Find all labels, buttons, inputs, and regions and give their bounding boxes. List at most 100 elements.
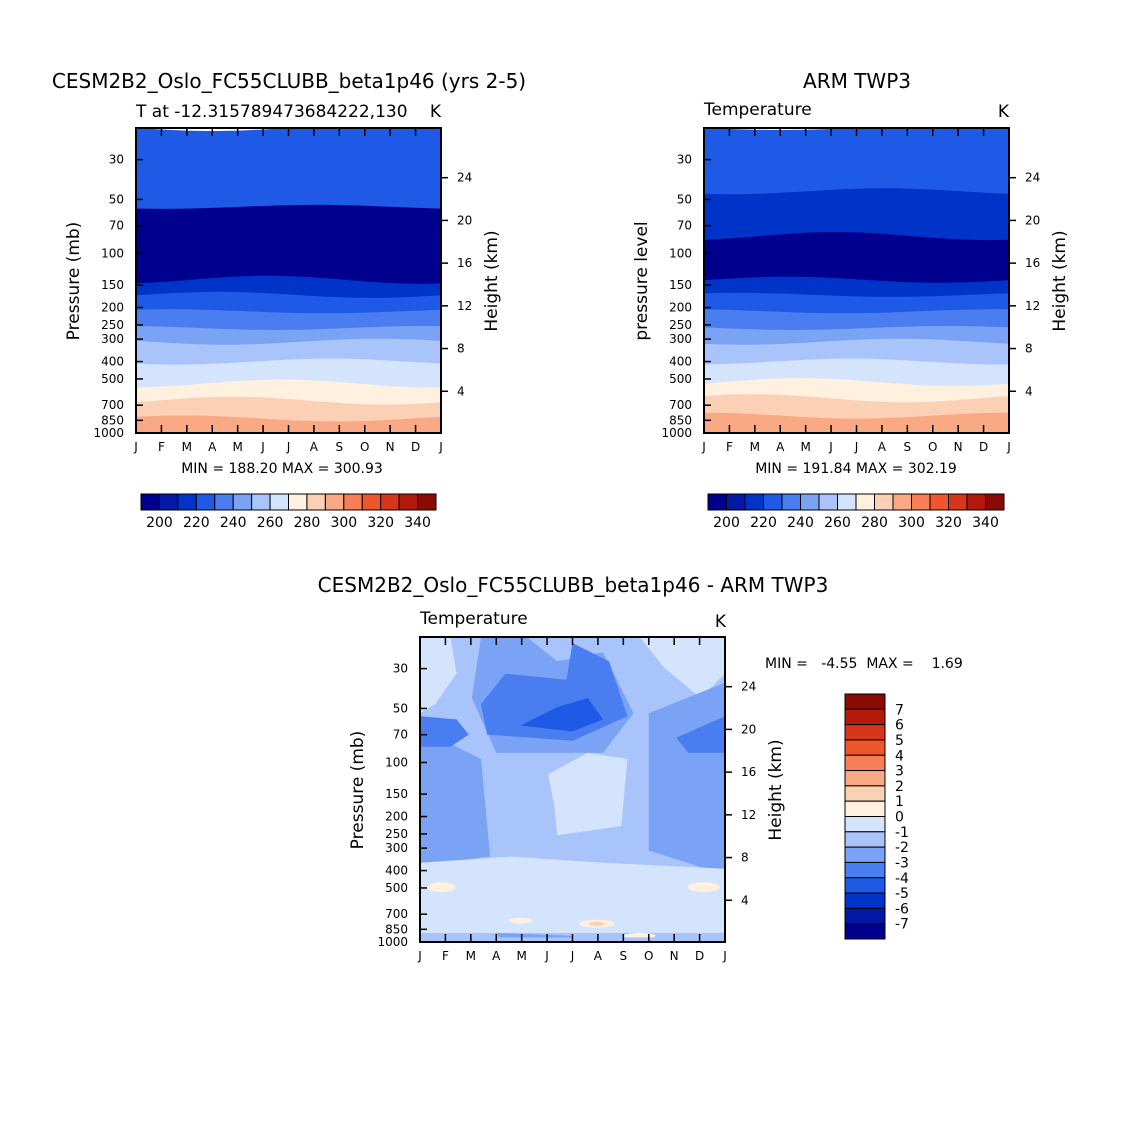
model-colorbar-label: 300 <box>330 515 357 531</box>
model-subtitle-left: T at -12.315789473684222,130 <box>135 102 408 122</box>
diff-contour-region <box>508 917 533 924</box>
obs-colorbar-label: 280 <box>861 515 888 531</box>
obs-colorbar-cell <box>800 493 820 511</box>
model-colorbar-label: 260 <box>257 515 284 531</box>
model-colorbar-cell <box>380 493 400 511</box>
obs-title: ARM TWP3 <box>803 69 911 93</box>
diff-ytick-label: 50 <box>393 701 408 715</box>
model-colorbar-label: 200 <box>146 515 173 531</box>
model-colorbar-cell <box>177 493 197 511</box>
diff-ylabel-right: Height (km) <box>766 739 786 840</box>
model-colorbar-cell <box>306 493 326 511</box>
diff-ytick-label: 150 <box>385 787 408 801</box>
obs-xtick-label: O <box>928 440 937 454</box>
diff-panel: CESM2B2_Oslo_FC55CLUBB_beta1p46 - ARM TW… <box>318 573 963 963</box>
diff-xtick-label: J <box>417 949 422 963</box>
model-ytick-right-label: 12 <box>457 299 472 313</box>
model-colorbar-label: 320 <box>367 515 394 531</box>
model-colorbar-cell <box>140 493 160 511</box>
model-ytick-label: 850 <box>101 413 124 427</box>
diff-contour-region <box>420 716 469 747</box>
model-colorbar-cell <box>343 493 363 511</box>
model-colorbar-cell <box>398 493 419 511</box>
diff-subtitle-right: K <box>715 612 727 632</box>
model-ytick-label: 300 <box>101 332 124 346</box>
diff-ytick-label: 200 <box>385 810 408 824</box>
model-ytick-label: 1000 <box>93 426 124 440</box>
diff-xtick-label: J <box>544 949 549 963</box>
model-colorbar-cell <box>324 493 345 511</box>
obs-xtick-label: F <box>726 440 733 454</box>
obs-colorbar-cell <box>763 493 783 511</box>
diff-colorbar-label: -4 <box>895 871 909 887</box>
obs-colorbar-label: 300 <box>898 515 925 531</box>
model-colorbar-cell <box>158 493 179 511</box>
model-xtick-label: F <box>158 440 165 454</box>
diff-ytick-label: 100 <box>385 755 408 769</box>
diff-colorbar-label: -1 <box>895 825 909 841</box>
obs-colorbar-cell <box>726 493 746 511</box>
diff-colorbar-label: 7 <box>895 702 904 718</box>
diff-contour-fill <box>420 637 725 942</box>
obs-colorbar-cell <box>707 493 727 511</box>
model-ytick-label: 30 <box>109 153 124 167</box>
model-ytick-label: 70 <box>109 219 124 233</box>
diff-colorbar-cell <box>844 724 886 741</box>
obs-xtick-label: J <box>1006 440 1011 454</box>
obs-colorbar-cell <box>818 493 838 511</box>
diff-colorbar-cell <box>844 923 886 940</box>
diff-contour-region <box>420 728 491 866</box>
model-ytick-label: 500 <box>101 372 124 386</box>
model-xtick-label: A <box>310 440 319 454</box>
diff-xtick-label: M <box>466 949 476 963</box>
obs-subtitle-left: Temperature <box>703 100 812 120</box>
obs-colorbar-cell <box>966 493 986 511</box>
diff-colorbar-label: 0 <box>895 810 904 826</box>
obs-xtick-label: S <box>904 440 912 454</box>
obs-ytick-label: 150 <box>669 278 692 292</box>
model-xtick-label: A <box>208 440 217 454</box>
model-colorbar-cell <box>195 493 216 511</box>
obs-colorbar-cell <box>837 493 857 511</box>
diff-ytick-label: 500 <box>385 881 408 895</box>
model-colorbar-label: 220 <box>183 515 210 531</box>
obs-ytick-label: 400 <box>669 355 692 369</box>
model-ytick-right-label: 24 <box>457 171 472 185</box>
diff-ytick-label: 400 <box>385 864 408 878</box>
model-ytick-right-label: 8 <box>457 342 465 356</box>
obs-colorbar-label: 200 <box>713 515 740 531</box>
model-ytick-label: 100 <box>101 246 124 260</box>
diff-contour-region <box>588 921 605 926</box>
obs-xtick-label: J <box>701 440 706 454</box>
diff-ytick-right-label: 4 <box>741 893 749 907</box>
obs-ytick-right-label: 20 <box>1025 213 1040 227</box>
model-ytick-label: 50 <box>109 192 124 206</box>
diff-colorbar-label: -2 <box>895 840 909 856</box>
diff-colorbar-cell <box>844 877 886 894</box>
model-ytick-right-label: 4 <box>457 384 465 398</box>
model-xtick-label: J <box>438 440 443 454</box>
model-ytick-label: 250 <box>101 318 124 332</box>
diff-colorbar-label: 2 <box>895 779 904 795</box>
obs-xtick-label: D <box>979 440 988 454</box>
diff-xtick-label: O <box>644 949 653 963</box>
diff-colorbar-cell <box>844 861 886 879</box>
diff-colorbar-cell <box>844 785 886 802</box>
obs-colorbar-label: 340 <box>972 515 999 531</box>
obs-ytick-label: 100 <box>669 246 692 260</box>
diff-colorbar-cell <box>844 693 886 710</box>
obs-ytick-label: 300 <box>669 332 692 346</box>
obs-xtick-label: M <box>750 440 760 454</box>
obs-ytick-right-label: 8 <box>1025 342 1033 356</box>
model-ytick-label: 700 <box>101 398 124 412</box>
diff-contour-region <box>648 682 725 875</box>
diff-colorbar-cell <box>844 739 886 756</box>
obs-colorbar-cell <box>744 493 764 511</box>
obs-colorbar-label: 240 <box>787 515 814 531</box>
diff-colorbar-cell <box>844 800 886 817</box>
diff-colorbar-label: 1 <box>895 794 904 810</box>
obs-ytick-right-label: 16 <box>1025 256 1040 270</box>
diff-xtick-label: J <box>722 949 727 963</box>
obs-ytick-label: 200 <box>669 301 692 315</box>
diff-colorbar-cell <box>844 754 886 772</box>
